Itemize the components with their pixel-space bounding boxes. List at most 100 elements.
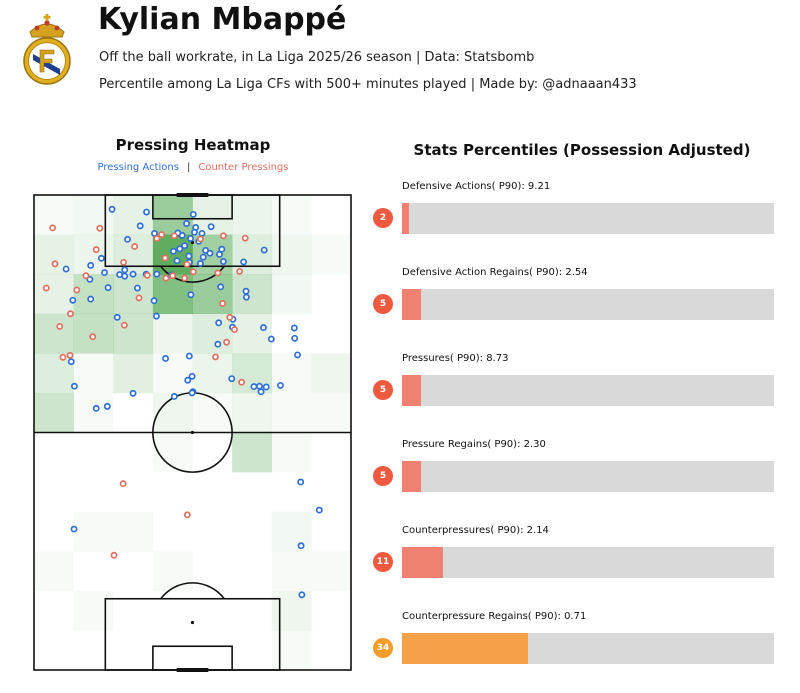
pressing-action-point [151, 229, 158, 237]
stat-bar-fill [402, 289, 421, 320]
pressing-action-point [153, 270, 161, 278]
stat-bar-track [402, 461, 774, 492]
counter-pressing-point [96, 224, 104, 232]
counter-pressing-point [135, 294, 143, 302]
stat-label: Defensive Action Regains( P90): 2.54 [402, 267, 588, 278]
stat-bar-track [402, 203, 774, 234]
pressing-action-point [187, 235, 194, 242]
pressing-action-point [256, 382, 263, 390]
stats-title: Stats Percentiles (Possession Adjusted) [413, 141, 751, 159]
stat-bar-track [402, 633, 774, 664]
pressing-action-point [69, 296, 77, 304]
pressing-action-point [240, 258, 248, 266]
counter-pressing-point [183, 260, 191, 268]
counter-pressing-point [131, 243, 139, 250]
counter-pressing-point [110, 551, 118, 559]
heatmap-cell [73, 590, 114, 631]
pressing-action-point [187, 291, 195, 299]
counter-pressing-point [92, 246, 100, 254]
heatmap-cell [152, 353, 193, 394]
counter-pressing-point [56, 322, 64, 330]
pressing-action-point [215, 250, 223, 258]
heatmap-cell [232, 234, 273, 275]
pressing-action-point [196, 260, 204, 267]
heatmap-cell [271, 511, 312, 552]
counter-pressing-point [120, 258, 128, 266]
counter-pressing-point [49, 224, 57, 232]
pressing-action-point [62, 265, 70, 273]
counter-pressing-point [162, 274, 170, 282]
counter-pressing-point [161, 254, 169, 262]
percentile-badge: 5 [373, 466, 393, 486]
pressing-action-point [184, 376, 192, 384]
pressing-action-point [108, 205, 116, 213]
stat-bar-fill [402, 203, 410, 234]
pressing-action-point [97, 254, 105, 262]
pressing-action-point [185, 252, 193, 260]
pressing-action-point [260, 246, 268, 254]
center-spot [190, 430, 195, 435]
heatmap-cell [73, 353, 114, 394]
heatmap-cell [73, 195, 114, 235]
pressing-action-point [207, 223, 215, 231]
pressing-action-point [188, 372, 196, 380]
counter-pressing-point [82, 272, 90, 280]
pressing-action-point [228, 375, 236, 383]
pressing-action-point [206, 249, 214, 257]
heatmap-cell [311, 234, 352, 275]
pressing-action-point [103, 402, 111, 410]
stat-bar-fill [402, 461, 421, 492]
pressing-action-point [136, 222, 144, 230]
pressing-action-point [189, 210, 197, 218]
pressing-action-point [133, 284, 141, 292]
counter-pressing-point [226, 313, 234, 321]
stat-bar-track [402, 547, 774, 578]
pressing-action-point [198, 229, 206, 237]
heatmap-cell [271, 195, 312, 235]
heatmap-legend: Pressing Actions | Counter Pressings [34, 162, 352, 173]
pressing-action-point [185, 352, 193, 360]
pressing-action-point [297, 542, 305, 550]
heatmap-cell [34, 313, 74, 354]
stat-label: Pressure Regains( P90): 2.30 [402, 439, 546, 450]
pressing-action-point [150, 297, 158, 305]
pressing-action-point [121, 266, 129, 274]
stat-label: Counterpressure Regains( P90): 0.71 [402, 611, 587, 622]
pressing-action-point [250, 383, 258, 391]
counter-pressing-point [169, 272, 177, 280]
counter-pressing-point [51, 260, 59, 268]
counter-pressing-point [158, 231, 166, 239]
pressing-action-point [191, 228, 198, 236]
counter-pressing-point [214, 269, 222, 277]
pressing-action-point [152, 312, 160, 320]
counter-pressing-point [238, 378, 246, 386]
pressing-action-point [217, 283, 225, 291]
subtitle-percentile: Percentile among La Liga CFs with 500+ m… [99, 77, 637, 92]
pitch-heatmap [33, 193, 352, 672]
heatmap-cell [73, 511, 114, 552]
heatmap-cell [232, 195, 273, 235]
counter-pressing-point [212, 353, 219, 361]
pressing-action-point [173, 257, 181, 265]
stat-bar-track [402, 375, 774, 406]
heatmap-cell [232, 432, 273, 473]
heatmap-cell [271, 630, 312, 671]
stat-bar-track [402, 289, 774, 320]
heatmap-cell [113, 274, 154, 315]
pressing-action-point [297, 478, 305, 486]
pressing-action-point [257, 388, 265, 396]
heatmap-cell [152, 195, 193, 235]
counter-pressing-point [73, 286, 81, 294]
pressing-action-point [199, 253, 207, 261]
heatmap-cell [232, 392, 273, 433]
pressing-action-point [298, 591, 306, 599]
heatmap-cell [271, 432, 312, 473]
counter-pressing-point [143, 271, 151, 279]
percentile-badge: 11 [373, 552, 393, 572]
heatmap-cell [192, 313, 233, 354]
pressing-action-point [294, 351, 301, 359]
pressing-action-point [277, 381, 284, 389]
heatmap-cell [113, 511, 154, 552]
pressing-action-point [101, 269, 108, 277]
heatmap-cell [271, 392, 312, 433]
